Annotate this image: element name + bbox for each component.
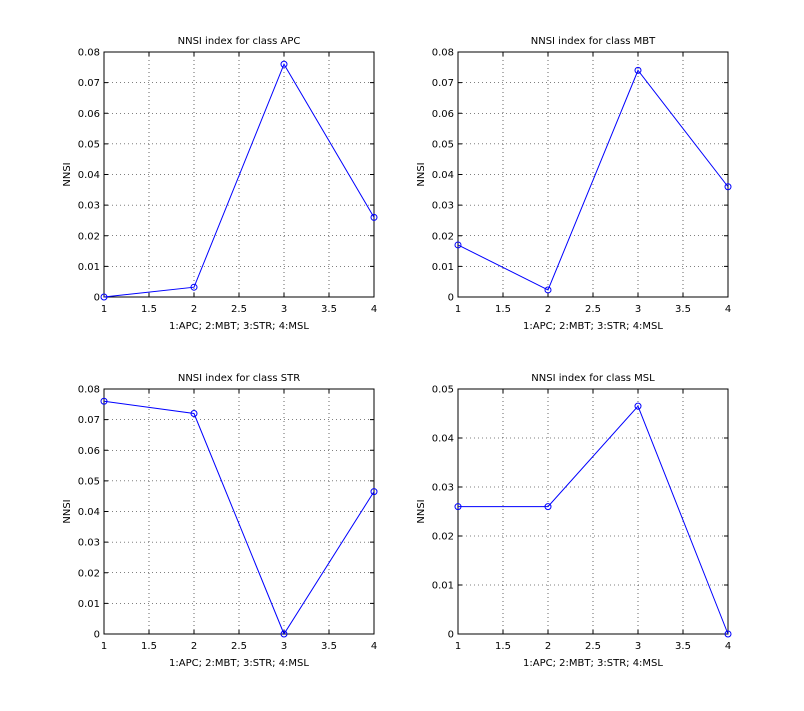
chart-title: NNSI index for class MBT (531, 36, 656, 47)
x-tick-label: 1 (455, 304, 461, 315)
x-tick-label: 4 (725, 304, 731, 315)
y-tick-label: 0.07 (78, 415, 100, 426)
data-point (370, 488, 378, 496)
y-tick-label: 0.01 (432, 262, 454, 273)
x-tick-label: 4 (725, 641, 731, 652)
subplot-3: 1 1.5 2 2.5 3 3.5 4 0 0.01 0.02 0.03 0.04 0.05 0.06 0.… (62, 373, 378, 669)
data-point (544, 503, 552, 511)
x-tick-label: 2 (191, 641, 197, 652)
data-point (280, 60, 288, 68)
data-point (100, 397, 108, 405)
x-axis-label: 1:APC; 2:MBT; 3:STR; 4:MSL (169, 658, 309, 669)
y-tick-label: 0.04 (78, 170, 100, 181)
x-tick-label: 3 (635, 641, 641, 652)
data-point (190, 283, 198, 291)
y-tick-label: 0.01 (78, 262, 100, 273)
x-axis-label: 1:APC; 2:MBT; 3:STR; 4:MSL (523, 658, 663, 669)
y-tick-label: 0.03 (78, 201, 100, 212)
data-point (100, 293, 108, 301)
y-tick-label: 0.05 (432, 385, 454, 396)
x-tick-label: 1.5 (495, 304, 511, 315)
y-tick-label: 0.02 (78, 568, 100, 579)
series-line (457, 69, 729, 291)
y-tick-label: 0.07 (78, 78, 100, 89)
y-tick-label: 0.05 (78, 139, 100, 150)
x-tick-label: 2 (545, 304, 551, 315)
data-point (454, 241, 462, 249)
x-tick-label: 3.5 (321, 304, 337, 315)
y-axis-label: NNSI (62, 162, 73, 186)
series-line (458, 405, 729, 635)
y-tick-label: 0.04 (432, 170, 454, 181)
x-tick-label: 3.5 (675, 641, 691, 652)
subplot-4: 1 1.5 2 2.5 3 3.5 4 0 0.01 0.02 0.03 0.04 0.05 NNSI i… (416, 373, 732, 669)
data-point (634, 402, 642, 410)
subplot-1: 1 1.5 2 2.5 3 3.5 4 0 0.01 0.02 0.03 0.04 0.05 0.06 0.… (62, 36, 378, 332)
y-tick-label: 0.08 (78, 385, 100, 396)
x-tick-label: 1.5 (141, 641, 157, 652)
x-tick-label: 2 (191, 304, 197, 315)
y-axis-label: NNSI (416, 499, 427, 523)
x-tick-label: 1.5 (141, 304, 157, 315)
y-tick-label: 0.05 (432, 139, 454, 150)
x-tick-label: 3.5 (321, 641, 337, 652)
y-tick-label: 0.05 (78, 476, 100, 487)
x-axis-label: 1:APC; 2:MBT; 3:STR; 4:MSL (523, 321, 663, 332)
y-tick-label: 0.06 (78, 109, 100, 120)
x-axis-label: 1:APC; 2:MBT; 3:STR; 4:MSL (169, 321, 309, 332)
y-tick-label: 0.08 (78, 48, 100, 59)
chart-title: NNSI index for class STR (178, 373, 300, 384)
x-tick-label: 3 (635, 304, 641, 315)
data-point (454, 503, 462, 511)
y-tick-label: 0.02 (432, 532, 454, 543)
y-tick-label: 0 (448, 630, 454, 641)
x-tick-label: 2 (545, 641, 551, 652)
x-tick-label: 4 (371, 304, 377, 315)
y-axis-label: NNSI (62, 499, 73, 523)
y-tick-label: 0.04 (432, 434, 454, 445)
data-point (634, 66, 642, 74)
y-tick-label: 0 (94, 293, 100, 304)
x-tick-label: 2.5 (585, 304, 601, 315)
y-tick-label: 0.01 (78, 599, 100, 610)
data-point (280, 630, 288, 638)
x-tick-label: 1 (101, 304, 107, 315)
y-tick-label: 0.07 (432, 78, 454, 89)
y-tick-label: 0.02 (432, 231, 454, 242)
y-tick-label: 0 (448, 293, 454, 304)
y-tick-label: 0.03 (432, 483, 454, 494)
x-tick-label: 2.5 (231, 641, 247, 652)
data-point (724, 183, 732, 191)
data-point (724, 630, 732, 638)
y-axis-label: NNSI (416, 162, 427, 186)
y-tick-label: 0.06 (432, 109, 454, 120)
series-line (103, 63, 375, 298)
chart-title: NNSI index for class APC (178, 36, 301, 47)
y-tick-label: 0.02 (78, 231, 100, 242)
x-tick-label: 2.5 (231, 304, 247, 315)
x-tick-label: 1 (101, 641, 107, 652)
y-tick-label: 0.03 (78, 538, 100, 549)
y-tick-label: 0.01 (432, 581, 454, 592)
y-tick-label: 0.06 (78, 446, 100, 457)
x-tick-label: 3 (281, 641, 287, 652)
x-tick-label: 3 (281, 304, 287, 315)
x-tick-label: 2.5 (585, 641, 601, 652)
x-tick-label: 1.5 (495, 641, 511, 652)
x-tick-label: 1 (455, 641, 461, 652)
chart-title: NNSI index for class MSL (531, 373, 655, 384)
y-tick-label: 0 (94, 630, 100, 641)
data-point (190, 410, 198, 417)
data-point (544, 286, 552, 294)
subplot-2: 1 1.5 2 2.5 3 3.5 4 0 0.01 0.02 0.03 0.04 0.05 0.06 0.… (416, 36, 732, 332)
x-tick-label: 3.5 (675, 304, 691, 315)
x-tick-label: 4 (371, 641, 377, 652)
data-point (370, 213, 378, 221)
y-tick-label: 0.03 (432, 201, 454, 212)
series-line (103, 400, 375, 636)
y-tick-label: 0.04 (78, 507, 100, 518)
y-tick-label: 0.08 (432, 48, 454, 59)
